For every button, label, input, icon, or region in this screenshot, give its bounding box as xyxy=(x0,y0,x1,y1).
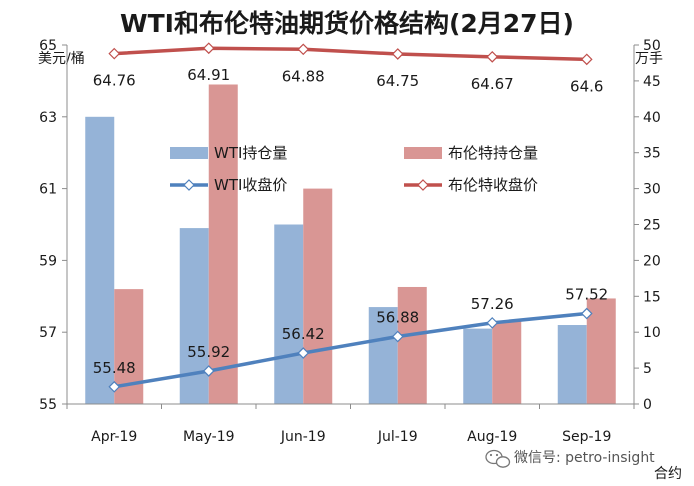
right-tick-label: 35 xyxy=(643,146,661,162)
right-tick-label: 30 xyxy=(643,182,661,198)
lines-group xyxy=(108,42,593,393)
legend-marker xyxy=(183,179,195,191)
left-tick-label: 57 xyxy=(39,325,57,341)
watermark-text: 微信号: petro-insight xyxy=(514,450,655,466)
brent-close-marker-Sep-19 xyxy=(580,53,593,66)
left-tick-label: 59 xyxy=(39,253,57,269)
wti-oi-bar-Sep-19 xyxy=(557,325,587,404)
data-labels-group: 55.48 55.92 56.42 56.88 57.26 57.52 64.76 64.91… xyxy=(93,66,608,377)
wti-close-line xyxy=(113,311,587,389)
wti-close-label: 55.92 xyxy=(187,343,230,361)
wti-oi-bar-Jun-19 xyxy=(274,224,304,404)
wti-close-label: 57.26 xyxy=(471,295,514,313)
brent-close-label: 64.91 xyxy=(187,66,230,84)
wti-close-label: 55.48 xyxy=(93,359,136,377)
brent-close-marker-Apr-19 xyxy=(108,47,121,60)
wti-close-marker-Aug-19 xyxy=(486,317,499,329)
x-tick-label: May-19 xyxy=(183,429,235,445)
left-tick-label: 55 xyxy=(39,397,57,413)
brent-oi-bar-Jun-19 xyxy=(303,188,333,404)
legend-label: 布伦特收盘价 xyxy=(448,176,538,194)
right-tick-label: 45 xyxy=(643,74,661,90)
right-tick-label: 0 xyxy=(643,397,652,413)
brent-close-marker-Jul-19 xyxy=(391,48,404,60)
brent-close-label: 64.75 xyxy=(376,72,419,90)
right-tick-label: 40 xyxy=(643,110,661,126)
legend: WTI持仓量 布伦特持仓量 WTI收盘价 布伦特收盘价 xyxy=(170,144,538,194)
wti-close-marker-Apr-19 xyxy=(108,380,121,393)
brent-close-label: 64.88 xyxy=(282,67,325,85)
legend-label: 布伦特持仓量 xyxy=(448,144,538,162)
right-tick-label: 20 xyxy=(643,253,661,269)
x-tick-label: Aug-19 xyxy=(467,429,517,445)
bars-group xyxy=(85,84,616,405)
right-axis-unit: 万手 xyxy=(635,51,663,67)
x-tick-label: Sep-19 xyxy=(562,429,611,445)
watermark: 微信号: petro-insight xyxy=(485,449,655,468)
brent-close-label: 64.67 xyxy=(471,75,514,93)
wti-close-marker-May-19 xyxy=(202,365,215,377)
wechat-icon xyxy=(485,449,511,468)
wti-oi-bar-Aug-19 xyxy=(463,328,493,404)
x-axis-label: 合约 xyxy=(654,466,682,482)
brent-oi-bar-Aug-19 xyxy=(492,321,522,404)
wti-close-label: 57.52 xyxy=(565,286,608,304)
wti-close-label: 56.42 xyxy=(282,325,325,343)
left-tick-label: 61 xyxy=(39,182,57,198)
right-tick-label: 15 xyxy=(643,289,661,305)
brent-close-marker-Aug-19 xyxy=(486,50,499,63)
x-tick-label: Jun-19 xyxy=(280,429,326,445)
left-tick-label: 65 xyxy=(39,38,57,54)
x-tick-label: Jul-19 xyxy=(377,429,418,445)
legend-swatch xyxy=(404,147,442,159)
brent-close-label: 64.76 xyxy=(93,72,136,90)
brent-oi-bar-Jul-19 xyxy=(397,286,427,404)
left-axis-unit: 美元/桶 xyxy=(38,51,85,67)
wti-oi-bar-Apr-19 xyxy=(85,116,115,405)
legend-swatch xyxy=(170,147,208,159)
axes-group: 55 57 59 61 63 65 0 5 10 15 20 25 30 35 40 45 50 Apr-19 Ma… xyxy=(39,38,661,445)
left-tick-label: 63 xyxy=(39,110,57,126)
chart-title: WTI和布伦特油期货价格结构(2月27日) xyxy=(120,9,574,38)
brent-oi-bar-May-19 xyxy=(208,84,238,405)
wti-close-label: 56.88 xyxy=(376,309,419,327)
right-tick-label: 10 xyxy=(643,325,661,341)
wti-close-marker-Jul-19 xyxy=(391,330,404,343)
brent-oi-bar-Sep-19 xyxy=(586,298,616,404)
legend-label: WTI收盘价 xyxy=(214,176,287,194)
wti-oi-bar-Jul-19 xyxy=(368,307,398,404)
brent-close-marker-Jun-19 xyxy=(297,43,310,56)
x-tick-label: Apr-19 xyxy=(91,429,137,445)
brent-close-line xyxy=(114,46,587,62)
legend-label: WTI持仓量 xyxy=(214,144,287,162)
wti-close-marker-Sep-19 xyxy=(580,307,593,320)
right-tick-label: 5 xyxy=(643,361,652,377)
wti-close-marker-Jun-19 xyxy=(297,347,310,359)
brent-close-marker-May-19 xyxy=(202,42,215,55)
brent-close-label: 64.6 xyxy=(570,77,603,95)
right-tick-label: 50 xyxy=(643,38,661,54)
legend-marker xyxy=(417,179,429,191)
wti-oi-bar-May-19 xyxy=(179,228,209,404)
right-tick-label: 25 xyxy=(643,218,661,234)
